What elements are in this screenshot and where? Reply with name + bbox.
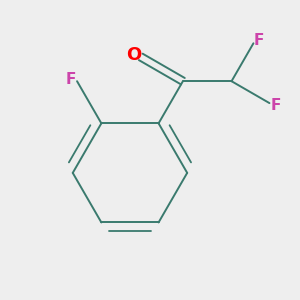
Text: F: F [66,72,76,87]
Text: F: F [271,98,281,113]
Text: F: F [254,33,264,48]
Text: O: O [126,46,141,64]
